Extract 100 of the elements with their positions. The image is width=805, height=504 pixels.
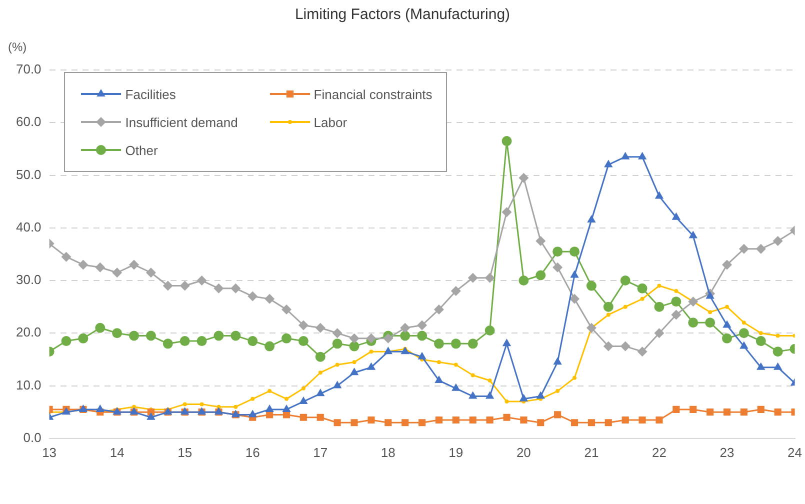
point — [264, 341, 275, 352]
y-tick-label: 30.0 — [16, 272, 42, 288]
point — [738, 328, 749, 338]
point — [518, 172, 529, 183]
point — [400, 330, 410, 341]
point — [621, 152, 630, 160]
point — [368, 416, 375, 424]
point — [436, 360, 441, 364]
point — [556, 389, 560, 394]
point — [318, 370, 322, 375]
point — [61, 336, 72, 346]
point — [623, 304, 628, 309]
point — [352, 360, 356, 364]
point — [162, 338, 173, 349]
y-tick-label: 0.0 — [23, 430, 42, 445]
point — [502, 207, 512, 218]
point — [349, 341, 360, 352]
point — [301, 386, 306, 390]
x-tick-label: 22 — [652, 444, 666, 460]
point — [536, 391, 545, 399]
point — [620, 276, 630, 286]
point — [654, 302, 664, 312]
point — [740, 341, 748, 349]
point — [182, 402, 187, 406]
point — [756, 362, 766, 370]
y-tick-label: 60.0 — [16, 114, 42, 130]
point — [688, 296, 698, 307]
point — [214, 330, 224, 341]
point — [604, 419, 612, 426]
x-tick-label: 16 — [245, 444, 260, 460]
point — [620, 341, 630, 352]
point — [657, 284, 662, 288]
point — [366, 362, 376, 370]
point — [502, 136, 512, 146]
point — [332, 328, 342, 338]
point — [61, 252, 72, 262]
point — [520, 416, 528, 424]
point — [248, 336, 258, 346]
point — [146, 330, 156, 341]
point — [454, 362, 458, 367]
x-tick-label: 24 — [788, 444, 802, 460]
point — [200, 402, 204, 406]
point — [264, 294, 275, 304]
x-tick-label: 15 — [178, 444, 192, 460]
point — [450, 286, 461, 296]
point — [112, 328, 122, 338]
point — [688, 318, 698, 328]
point — [637, 346, 648, 357]
point — [369, 350, 374, 354]
point — [282, 411, 290, 418]
point — [484, 272, 495, 283]
point — [180, 280, 190, 291]
x-tick-label: 21 — [584, 444, 599, 460]
point — [284, 396, 288, 401]
point — [196, 276, 207, 286]
point — [335, 362, 340, 367]
point — [654, 328, 664, 338]
y-tick-label: 10.0 — [16, 377, 42, 392]
point — [402, 419, 409, 426]
point — [234, 404, 238, 409]
x-tick-label: 17 — [313, 444, 328, 460]
point — [772, 236, 783, 246]
y-tick-label: 20.0 — [16, 324, 42, 340]
point — [281, 304, 292, 314]
point — [266, 411, 274, 418]
point — [758, 331, 763, 336]
point — [688, 230, 698, 238]
point — [214, 283, 224, 294]
point — [468, 272, 478, 283]
point — [722, 320, 732, 328]
point — [250, 396, 255, 401]
point — [281, 333, 292, 344]
point — [671, 310, 682, 320]
point — [435, 416, 443, 424]
point — [316, 414, 324, 421]
point — [536, 270, 546, 280]
point — [570, 246, 580, 257]
y-tick-label: 40.0 — [16, 219, 42, 234]
point — [606, 312, 610, 317]
point — [722, 260, 732, 270]
point — [588, 419, 595, 426]
point — [708, 310, 712, 314]
x-tick-label: 19 — [448, 444, 464, 460]
point — [723, 408, 731, 416]
point — [434, 338, 444, 349]
point — [112, 268, 122, 278]
point — [504, 400, 509, 404]
point — [300, 414, 307, 421]
point — [248, 291, 258, 302]
point — [672, 212, 681, 220]
point — [742, 320, 746, 325]
point — [298, 336, 308, 346]
point — [690, 406, 697, 413]
point — [196, 336, 207, 346]
x-tick-label: 18 — [380, 444, 396, 460]
point — [96, 404, 104, 412]
point — [537, 419, 544, 426]
point — [332, 380, 342, 388]
x-tick-label: 14 — [110, 444, 124, 460]
x-tick-label: 13 — [42, 444, 57, 460]
